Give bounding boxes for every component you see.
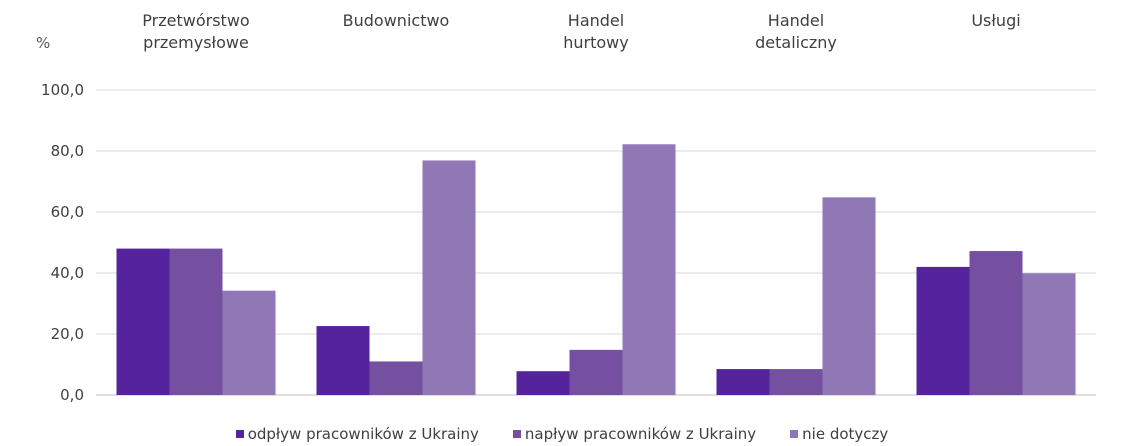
y-tick-label: 60,0 bbox=[51, 203, 84, 221]
y-tick-label: 80,0 bbox=[51, 142, 84, 160]
legend-label-nie-dotyczy: nie dotyczy bbox=[802, 425, 889, 443]
bar-series-1-cat-2 bbox=[569, 349, 623, 395]
bar-series-1-cat-0 bbox=[169, 248, 223, 395]
legend-item-nie-dotyczy: nie dotyczy bbox=[790, 425, 888, 443]
y-tick-label: 100,0 bbox=[41, 81, 84, 99]
legend: odpływ pracowników z Ukrainy napływ prac… bbox=[0, 425, 1124, 443]
bar-series-0-cat-1 bbox=[316, 326, 370, 395]
y-tick-label: 20,0 bbox=[51, 325, 84, 343]
bar-series-0-cat-2 bbox=[516, 371, 570, 395]
bar-series-0-cat-0 bbox=[116, 248, 170, 395]
bar-series-2-cat-1 bbox=[422, 160, 476, 395]
legend-label-naplyw: napływ pracowników z Ukrainy bbox=[524, 425, 757, 443]
bar-series-2-cat-0 bbox=[222, 290, 276, 395]
legend-swatch-nie-dotyczy bbox=[790, 430, 799, 438]
legend-swatch-naplyw bbox=[512, 430, 521, 438]
bar-series-2-cat-3 bbox=[822, 197, 876, 395]
bar-series-0-cat-3 bbox=[716, 369, 770, 395]
bar-series-2-cat-4 bbox=[1022, 273, 1076, 395]
bar-series-1-cat-4 bbox=[969, 251, 1023, 395]
category-label: Budownictwo bbox=[342, 11, 450, 30]
bar-series-2-cat-2 bbox=[622, 144, 676, 395]
bar-series-1-cat-3 bbox=[769, 369, 823, 395]
category-label: Handel hurtowy bbox=[563, 11, 629, 52]
y-tick-label: 40,0 bbox=[51, 264, 84, 282]
y-tick-label: 0,0 bbox=[60, 386, 84, 404]
category-label: Handel detaliczny bbox=[755, 11, 837, 52]
legend-label-odplyw: odpływ pracowników z Ukrainy bbox=[247, 425, 479, 443]
y-axis-unit: % bbox=[36, 34, 51, 52]
legend-swatch-odplyw bbox=[235, 430, 244, 438]
legend-item-odplyw: odpływ pracowników z Ukrainy bbox=[235, 425, 479, 443]
bar-series-1-cat-1 bbox=[369, 361, 423, 395]
legend-item-naplyw: napływ pracowników z Ukrainy bbox=[512, 425, 757, 443]
category-label: Przetwórstwo przemysłowe bbox=[142, 11, 250, 52]
bar-series-0-cat-4 bbox=[916, 266, 970, 395]
category-label: Usługi bbox=[971, 11, 1021, 30]
